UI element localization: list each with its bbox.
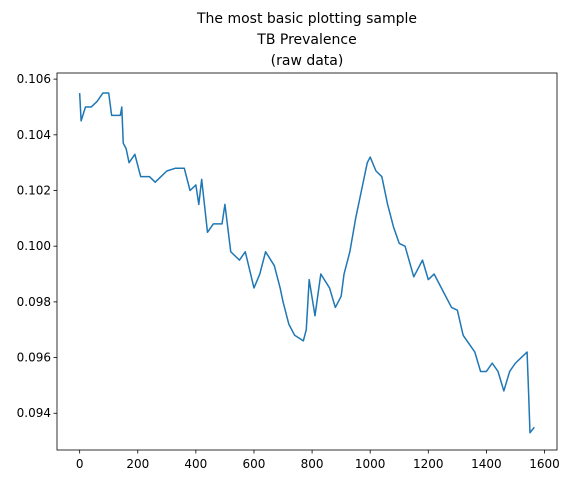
chart-title: TB Prevalence <box>256 32 356 48</box>
x-tick-label: 800 <box>301 457 324 471</box>
x-tick-label: 1200 <box>413 457 444 471</box>
plot-frame <box>56 72 558 451</box>
y-tick-label: 0.100 <box>17 239 51 253</box>
y-tick-label: 0.102 <box>17 183 51 197</box>
x-tick-label: 400 <box>184 457 207 471</box>
y-tick-label: 0.104 <box>17 128 51 142</box>
x-tick-label: 200 <box>126 457 149 471</box>
y-tick-label: 0.096 <box>17 351 51 365</box>
x-tick-label: 1000 <box>355 457 386 471</box>
x-tick-label: 1400 <box>471 457 502 471</box>
y-tick-label: 0.106 <box>17 72 51 86</box>
chart-title: The most basic plotting sample <box>196 11 417 27</box>
line-series <box>78 92 535 434</box>
x-tick-label: 1600 <box>529 457 560 471</box>
x-tick-label: 0 <box>76 457 84 471</box>
y-tick-label: 0.098 <box>17 295 51 309</box>
chart-title: (raw data) <box>271 53 344 69</box>
y-tick-label: 0.094 <box>17 406 51 420</box>
x-tick-label: 600 <box>243 457 266 471</box>
